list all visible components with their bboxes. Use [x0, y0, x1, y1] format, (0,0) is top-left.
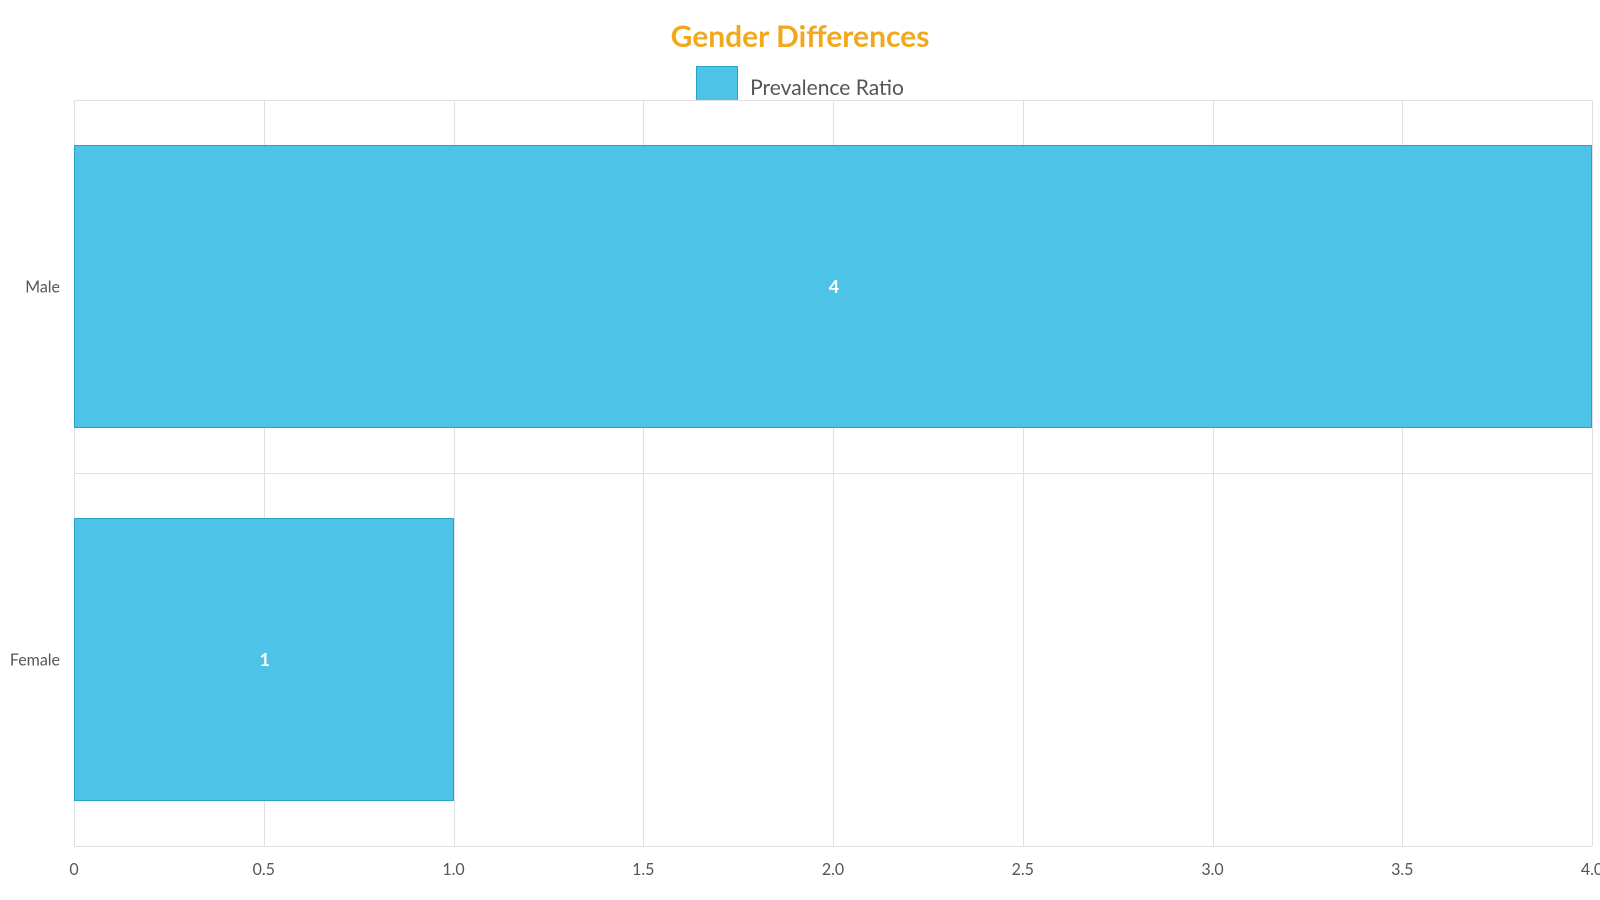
bar-male: 4 — [74, 145, 1592, 428]
x-tick-label: 1.5 — [632, 860, 654, 879]
category-border — [74, 100, 1592, 101]
gender-differences-chart: Gender Differences Prevalence Ratio 41 0… — [0, 0, 1600, 900]
bar-value-label: 4 — [829, 275, 839, 297]
category-border — [74, 473, 1592, 474]
bar-female: 1 — [74, 518, 454, 801]
gridline — [1592, 100, 1593, 846]
x-tick-label: 0.5 — [253, 860, 275, 879]
y-tick-label: Female — [0, 650, 60, 669]
x-tick-label: 2.5 — [1012, 860, 1034, 879]
legend-label: Prevalence Ratio — [750, 75, 904, 100]
x-tick-label: 2.0 — [822, 860, 844, 879]
plot-area: 41 — [74, 100, 1592, 846]
y-tick-label: Male — [0, 277, 60, 296]
bar-value-label: 1 — [260, 648, 270, 670]
x-tick-label: 0 — [69, 860, 78, 879]
category-border — [74, 846, 1592, 847]
x-tick-label: 3.5 — [1391, 860, 1413, 879]
chart-title: Gender Differences — [0, 18, 1600, 54]
x-tick-label: 3.0 — [1201, 860, 1223, 879]
x-tick-label: 4.0 — [1581, 860, 1600, 879]
x-tick-label: 1.0 — [442, 860, 464, 879]
